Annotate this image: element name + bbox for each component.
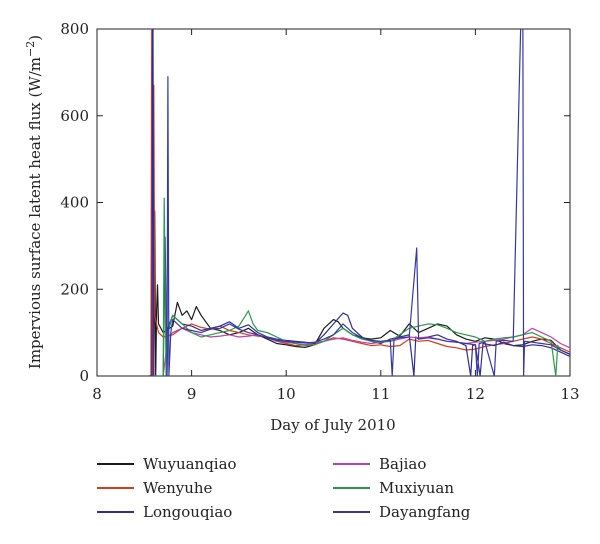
x-axis-title: Day of July 2010: [270, 416, 395, 434]
x-tick-label: 11: [371, 385, 390, 403]
legend: Wuyuanqiao Wenyuhe Longouqiao Bajiao Muxiyua…: [97, 455, 471, 521]
legend-label: Wuyuanqiao: [143, 455, 237, 473]
legend-label: Wenyuhe: [143, 479, 213, 497]
series-line-bajiao: [162, 327, 570, 376]
series-line-muxiyuan: [153, 197, 570, 376]
series-line-dayangfang: [163, 29, 570, 376]
y-axis-title-main: Impervious surface latent heat flux (W/m: [26, 57, 44, 369]
y-tick-label: 800: [60, 20, 89, 38]
series-lines: [149, 29, 570, 376]
y-tick-label: 0: [79, 367, 89, 385]
legend-label: Dayangfang: [379, 503, 471, 521]
y-tick-label: 400: [60, 194, 89, 212]
y-axis-title-close: ): [26, 35, 44, 41]
x-tick-label: 8: [92, 385, 102, 403]
legend-label: Bajiao: [379, 455, 426, 473]
x-tick-label: 13: [560, 385, 579, 403]
y-axis-title-sup: −2: [24, 41, 37, 57]
legend-label: Muxiyuan: [379, 479, 454, 497]
series-line-wenyuhe: [149, 29, 570, 376]
y-axis-title: Impervious surface latent heat flux (W/m…: [24, 35, 44, 369]
y-tick-label: 200: [60, 280, 89, 298]
series-line-wuyuanqiao: [149, 210, 570, 376]
y-axis-ticks: 0 200 400 600 800: [60, 20, 570, 385]
legend-label: Longouqiao: [143, 503, 232, 521]
x-tick-label: 9: [187, 385, 197, 403]
x-axis-ticks: 8 9 10 11 12 13: [92, 29, 580, 403]
x-tick-label: 12: [466, 385, 485, 403]
y-tick-label: 600: [60, 107, 89, 125]
x-tick-label: 10: [277, 385, 296, 403]
series-line-longouqiao: [149, 29, 570, 376]
